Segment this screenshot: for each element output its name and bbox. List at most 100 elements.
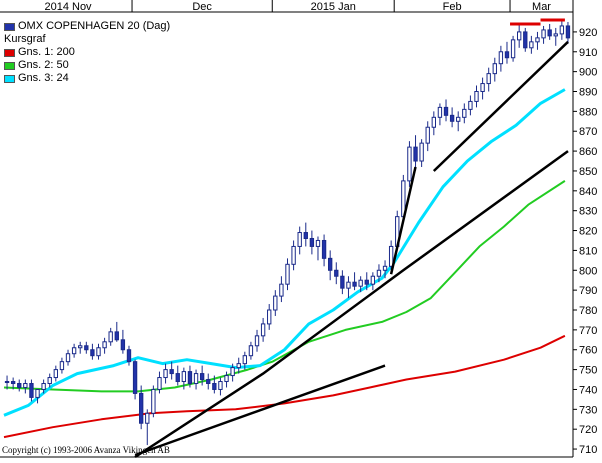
y-tick-label: 750 <box>579 365 597 377</box>
y-tick-label: 730 <box>579 404 597 416</box>
candle-body <box>218 381 223 390</box>
candle-body <box>41 383 46 390</box>
candle-body <box>102 341 107 349</box>
y-tick-label: 840 <box>579 186 597 198</box>
candle-body <box>175 373 180 383</box>
candle-body <box>199 373 205 381</box>
trend-line <box>134 150 569 459</box>
moving-average-line <box>3 88 566 417</box>
candle-body <box>492 63 497 75</box>
y-tick-label: 710 <box>579 444 597 456</box>
candle-body <box>486 73 491 85</box>
moving-average-line <box>3 180 566 393</box>
y-tick-label: 850 <box>579 166 597 178</box>
x-tick-label: Dec <box>192 1 212 13</box>
legend-swatch-ma200 <box>4 48 15 57</box>
legend-label-kursgraf: Kursgraf <box>4 33 46 45</box>
candle-body <box>90 349 95 357</box>
candle-body <box>163 369 168 379</box>
candle-body <box>388 245 394 267</box>
candle-body <box>17 383 22 388</box>
candle-body <box>285 263 290 285</box>
y-tick-label: 870 <box>579 126 597 138</box>
y-tick-label: 770 <box>579 325 597 337</box>
candle-body <box>431 116 436 128</box>
candle-body <box>108 331 113 343</box>
legend-item-ma24: Gns. 3: 24 <box>4 72 170 85</box>
candle-body <box>407 146 412 182</box>
candle-body <box>565 25 571 39</box>
candle-body <box>230 367 235 377</box>
candle-body <box>59 361 65 371</box>
candle-body <box>541 29 546 39</box>
y-tick-label: 880 <box>579 106 597 118</box>
candle-body <box>242 355 247 365</box>
legend-label-ma24: Gns. 3: 24 <box>18 72 69 84</box>
y-tick-label: 810 <box>579 245 597 257</box>
copyright-notice: Copyright (c) 1993-2006 Avanza Vikingen … <box>2 445 170 455</box>
candle-body <box>328 257 333 271</box>
candle-body <box>35 388 40 398</box>
legend-item-ma200: Gns. 1: 200 <box>4 46 170 59</box>
moving-average-line <box>3 334 566 439</box>
y-tick-label: 800 <box>579 265 597 277</box>
candle-body <box>236 363 241 369</box>
candle-body <box>193 373 199 385</box>
candle-body <box>224 375 229 383</box>
candle-body <box>84 345 89 351</box>
candle-body <box>132 361 138 394</box>
candle-body <box>126 349 132 363</box>
candle-body <box>4 381 10 384</box>
legend-title-row: OMX COPENHAGEN 20 (Dag) <box>4 20 170 33</box>
y-tick-label: 790 <box>579 285 597 297</box>
candle-body <box>382 265 388 271</box>
candle-body <box>96 347 101 357</box>
candle-body <box>498 51 504 65</box>
candle-body <box>321 239 327 259</box>
candle-body <box>425 126 430 144</box>
candle-body <box>120 339 126 351</box>
candle-body <box>340 275 345 289</box>
candle-body <box>334 269 339 277</box>
candle-body <box>309 237 315 247</box>
candle-body <box>462 108 467 118</box>
candle-body <box>29 383 34 398</box>
y-tick-label: 860 <box>579 146 597 158</box>
candle-body <box>254 335 260 347</box>
candle-body <box>474 90 479 102</box>
candle-body <box>346 281 351 289</box>
x-tick-label: 2015 Jan <box>311 1 356 13</box>
candle-body <box>145 412 150 424</box>
candle-body <box>535 37 540 43</box>
legend-label-ma200: Gns. 1: 200 <box>18 46 75 58</box>
y-tick-label: 910 <box>579 47 597 59</box>
candle-body <box>71 347 77 355</box>
y-tick-label: 780 <box>579 305 597 317</box>
candle-body <box>260 323 266 337</box>
trend-line <box>389 166 417 275</box>
trend-line <box>134 364 386 457</box>
candle-body <box>273 295 278 311</box>
candle-body <box>480 83 485 92</box>
y-tick-label: 820 <box>579 226 597 238</box>
candle-body <box>267 309 272 325</box>
trend-line <box>432 40 569 172</box>
candle-body <box>23 383 28 388</box>
candle-body <box>47 377 52 385</box>
candle-body <box>187 371 193 385</box>
y-tick-label: 760 <box>579 345 597 357</box>
candle-body <box>114 331 119 341</box>
candle-body <box>358 279 363 287</box>
candle-body <box>315 239 321 247</box>
candle-body <box>206 379 211 385</box>
y-tick-label: 720 <box>579 424 597 436</box>
candle-body <box>437 106 443 118</box>
candle-body <box>468 100 473 110</box>
candle-body <box>181 371 187 383</box>
candle-body <box>297 232 302 247</box>
candle-body <box>413 146 418 162</box>
candle-body <box>169 369 174 375</box>
y-tick-label: 920 <box>579 27 597 39</box>
